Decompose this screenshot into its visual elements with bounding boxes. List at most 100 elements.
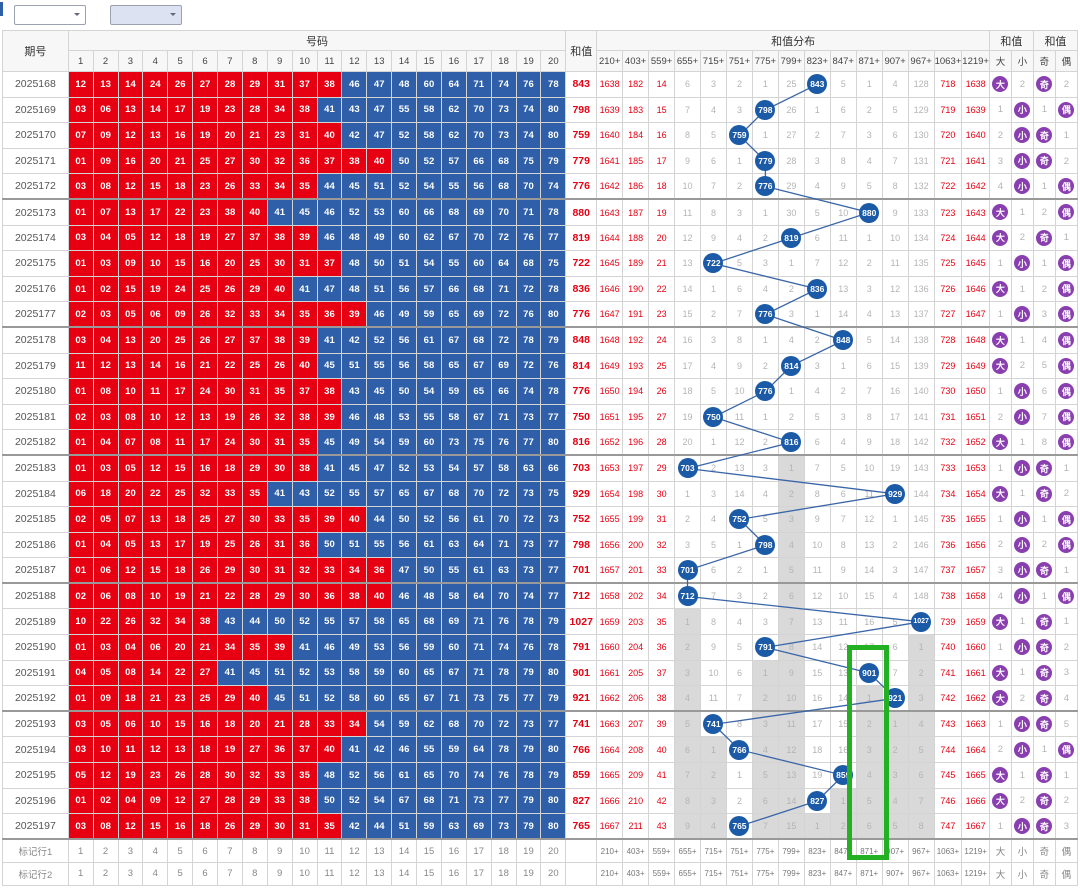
dist-cell: 752 bbox=[725, 506, 753, 533]
col-sum-header: 和值 bbox=[565, 30, 598, 72]
number-cell: 67 bbox=[440, 659, 467, 687]
number-cell: 25 bbox=[167, 480, 194, 508]
dist-cell: 10 bbox=[725, 378, 753, 405]
number-cell: 77 bbox=[490, 787, 517, 815]
number-cell: 10 bbox=[142, 710, 169, 738]
number-cell: 42 bbox=[366, 736, 393, 764]
dist-cell: 7 bbox=[829, 506, 857, 533]
dist-cell: 22 bbox=[648, 275, 676, 303]
marker-number: 19 bbox=[515, 838, 542, 863]
dist-cell: 1654 bbox=[596, 480, 624, 508]
sum-circle: 766 bbox=[729, 739, 750, 760]
number-cell: 78 bbox=[540, 198, 567, 226]
dist-cell: 2 bbox=[881, 531, 909, 559]
big-count-cell: 3 bbox=[988, 147, 1012, 175]
dist-cell: 4 bbox=[829, 429, 857, 457]
number-cell: 04 bbox=[67, 659, 94, 687]
number-cell: 02 bbox=[67, 301, 94, 329]
dist-cell: 1645 bbox=[961, 250, 990, 277]
dist-cell: 143 bbox=[907, 454, 935, 482]
small-cell: 小 bbox=[1010, 147, 1034, 175]
small-cell: 小 bbox=[1010, 96, 1034, 124]
number-cell: 29 bbox=[217, 685, 243, 713]
even-circle: 偶 bbox=[1058, 101, 1075, 118]
chart-type-select[interactable] bbox=[110, 5, 182, 25]
number-cell: 70 bbox=[465, 480, 492, 508]
number-cell: 59 bbox=[416, 813, 442, 841]
marker-number: 6 bbox=[192, 861, 219, 886]
number-cell: 19 bbox=[217, 736, 243, 764]
dist-cell: 8 bbox=[777, 634, 805, 661]
marker-label: 标记行1 bbox=[2, 838, 69, 863]
number-cell: 30 bbox=[266, 454, 293, 482]
sum-cell: 791 bbox=[565, 634, 598, 661]
dist-cell: 1640 bbox=[596, 122, 624, 149]
dist-cell: 766 bbox=[725, 736, 753, 764]
number-cell: 59 bbox=[391, 429, 418, 457]
number-cell: 52 bbox=[316, 480, 343, 508]
number-cell: 32 bbox=[241, 762, 268, 789]
dist-cell: 5 bbox=[751, 506, 779, 533]
period-cell: 2025187 bbox=[2, 557, 69, 585]
dist-cell: 201 bbox=[622, 557, 650, 585]
number-cell: 14 bbox=[142, 659, 169, 687]
number-cell: 61 bbox=[416, 531, 442, 559]
dist-cell: 2 bbox=[803, 326, 831, 354]
dist-cell: 28 bbox=[648, 429, 676, 457]
number-cell: 72 bbox=[490, 480, 517, 508]
number-cell: 38 bbox=[291, 96, 318, 124]
dist-cell: 726 bbox=[933, 275, 963, 303]
small-circle: 小 bbox=[1014, 639, 1031, 656]
edge-marker bbox=[0, 2, 3, 16]
number-cell: 16 bbox=[167, 813, 194, 841]
odd-cell: 奇 bbox=[1032, 608, 1056, 636]
number-cell: 40 bbox=[366, 582, 393, 610]
number-cell: 12 bbox=[167, 787, 194, 815]
number-col-header: 6 bbox=[192, 50, 219, 72]
dist-cell: 183 bbox=[622, 96, 650, 124]
dist-cell: 16 bbox=[674, 326, 702, 354]
number-cell: 03 bbox=[67, 96, 94, 124]
number-cell: 50 bbox=[391, 506, 418, 533]
number-cell: 75 bbox=[540, 480, 567, 508]
sum-cell: 752 bbox=[565, 506, 598, 533]
dist-cell: 200 bbox=[622, 531, 650, 559]
dist-cell: 1 bbox=[777, 378, 805, 405]
small-circle: 小 bbox=[1014, 255, 1031, 272]
sum-circle: 843 bbox=[807, 74, 828, 95]
even-count-cell: 5 bbox=[1054, 710, 1079, 738]
dist-cell: 1643 bbox=[596, 198, 624, 226]
period-count-select[interactable] bbox=[14, 5, 86, 25]
number-cell: 15 bbox=[167, 710, 194, 738]
number-cell: 31 bbox=[291, 250, 318, 277]
dist-cell: 14 bbox=[829, 685, 857, 713]
number-cell: 30 bbox=[241, 429, 268, 457]
number-cell: 65 bbox=[440, 301, 467, 329]
dist-cell: 27 bbox=[777, 122, 805, 149]
number-cell: 04 bbox=[92, 224, 119, 252]
dist-cell: 3 bbox=[725, 96, 753, 124]
number-cell: 26 bbox=[241, 531, 268, 559]
sum-circle: 827 bbox=[807, 790, 828, 811]
dist-cell: 9 bbox=[674, 813, 702, 841]
dist-cell: 32 bbox=[648, 531, 676, 559]
sum-circle: 901 bbox=[859, 662, 880, 683]
number-cell: 76 bbox=[515, 71, 542, 98]
dist-cell: 725 bbox=[933, 250, 963, 277]
dist-cell: 5 bbox=[777, 557, 805, 585]
number-cell: 01 bbox=[67, 454, 94, 482]
dist-cell: 739 bbox=[933, 608, 963, 636]
period-cell: 2025178 bbox=[2, 326, 69, 354]
number-cell: 61 bbox=[465, 557, 492, 585]
small-count-cell: 1 bbox=[1010, 480, 1034, 508]
odd-cell: 奇 bbox=[1032, 71, 1056, 98]
dist-cell: 3 bbox=[700, 480, 727, 508]
number-cell: 80 bbox=[540, 429, 567, 457]
marker-number: 19 bbox=[515, 861, 542, 886]
dist-cell: 1640 bbox=[961, 122, 990, 149]
number-cell: 04 bbox=[117, 787, 144, 815]
dist-cell: 14 bbox=[725, 480, 753, 508]
dist-cell: 3 bbox=[674, 659, 702, 687]
big-circle: 大 bbox=[992, 664, 1009, 681]
number-cell: 67 bbox=[440, 326, 467, 354]
